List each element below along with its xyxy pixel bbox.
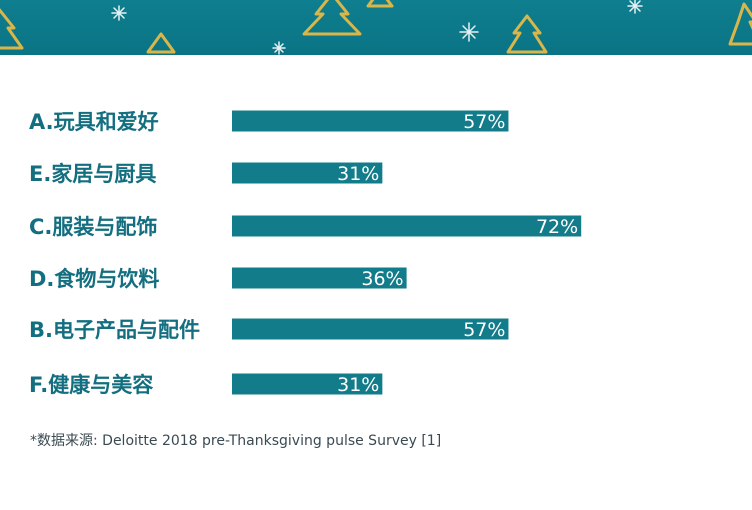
tree-icon (506, 14, 548, 54)
bar (232, 215, 582, 237)
bar (232, 318, 509, 340)
category-label: A.玩具和爱好 (29, 110, 159, 134)
tree-icon (146, 32, 176, 54)
tree-icon (366, 0, 394, 8)
bar (232, 110, 509, 132)
value-label: 36% (361, 268, 403, 290)
snowflake-icon (272, 41, 286, 55)
category-label: C.服装与配饰 (29, 215, 157, 239)
bar-chart: A.玩具和爱好 57% E.家居与厨具 31% C.服装与配饰 72% D.食物与饮料 36%… (29, 110, 582, 397)
value-label: 31% (337, 163, 379, 185)
snowflake-icon (459, 22, 479, 42)
tree-icon (0, 8, 24, 50)
value-label: 57% (463, 111, 505, 133)
bar (232, 267, 407, 289)
tree-icon (302, 0, 362, 36)
value-label: 72% (536, 216, 578, 238)
banner-decoration (0, 0, 752, 55)
bar (232, 373, 383, 395)
snowflake-icon (627, 0, 643, 14)
source-note: *数据来源: Deloitte 2018 pre-Thanksgiving pu… (30, 433, 442, 449)
category-label: F.健康与美容 (29, 373, 153, 397)
bar (232, 162, 383, 184)
value-label: 57% (463, 319, 505, 341)
tree-icon (728, 2, 752, 46)
category-label: D.食物与饮料 (29, 267, 159, 291)
category-label: E.家居与厨具 (29, 162, 156, 186)
header-banner (0, 0, 752, 55)
category-label: B.电子产品与配件 (29, 318, 200, 342)
snowflake-icon (111, 5, 127, 21)
value-label: 31% (337, 374, 379, 396)
